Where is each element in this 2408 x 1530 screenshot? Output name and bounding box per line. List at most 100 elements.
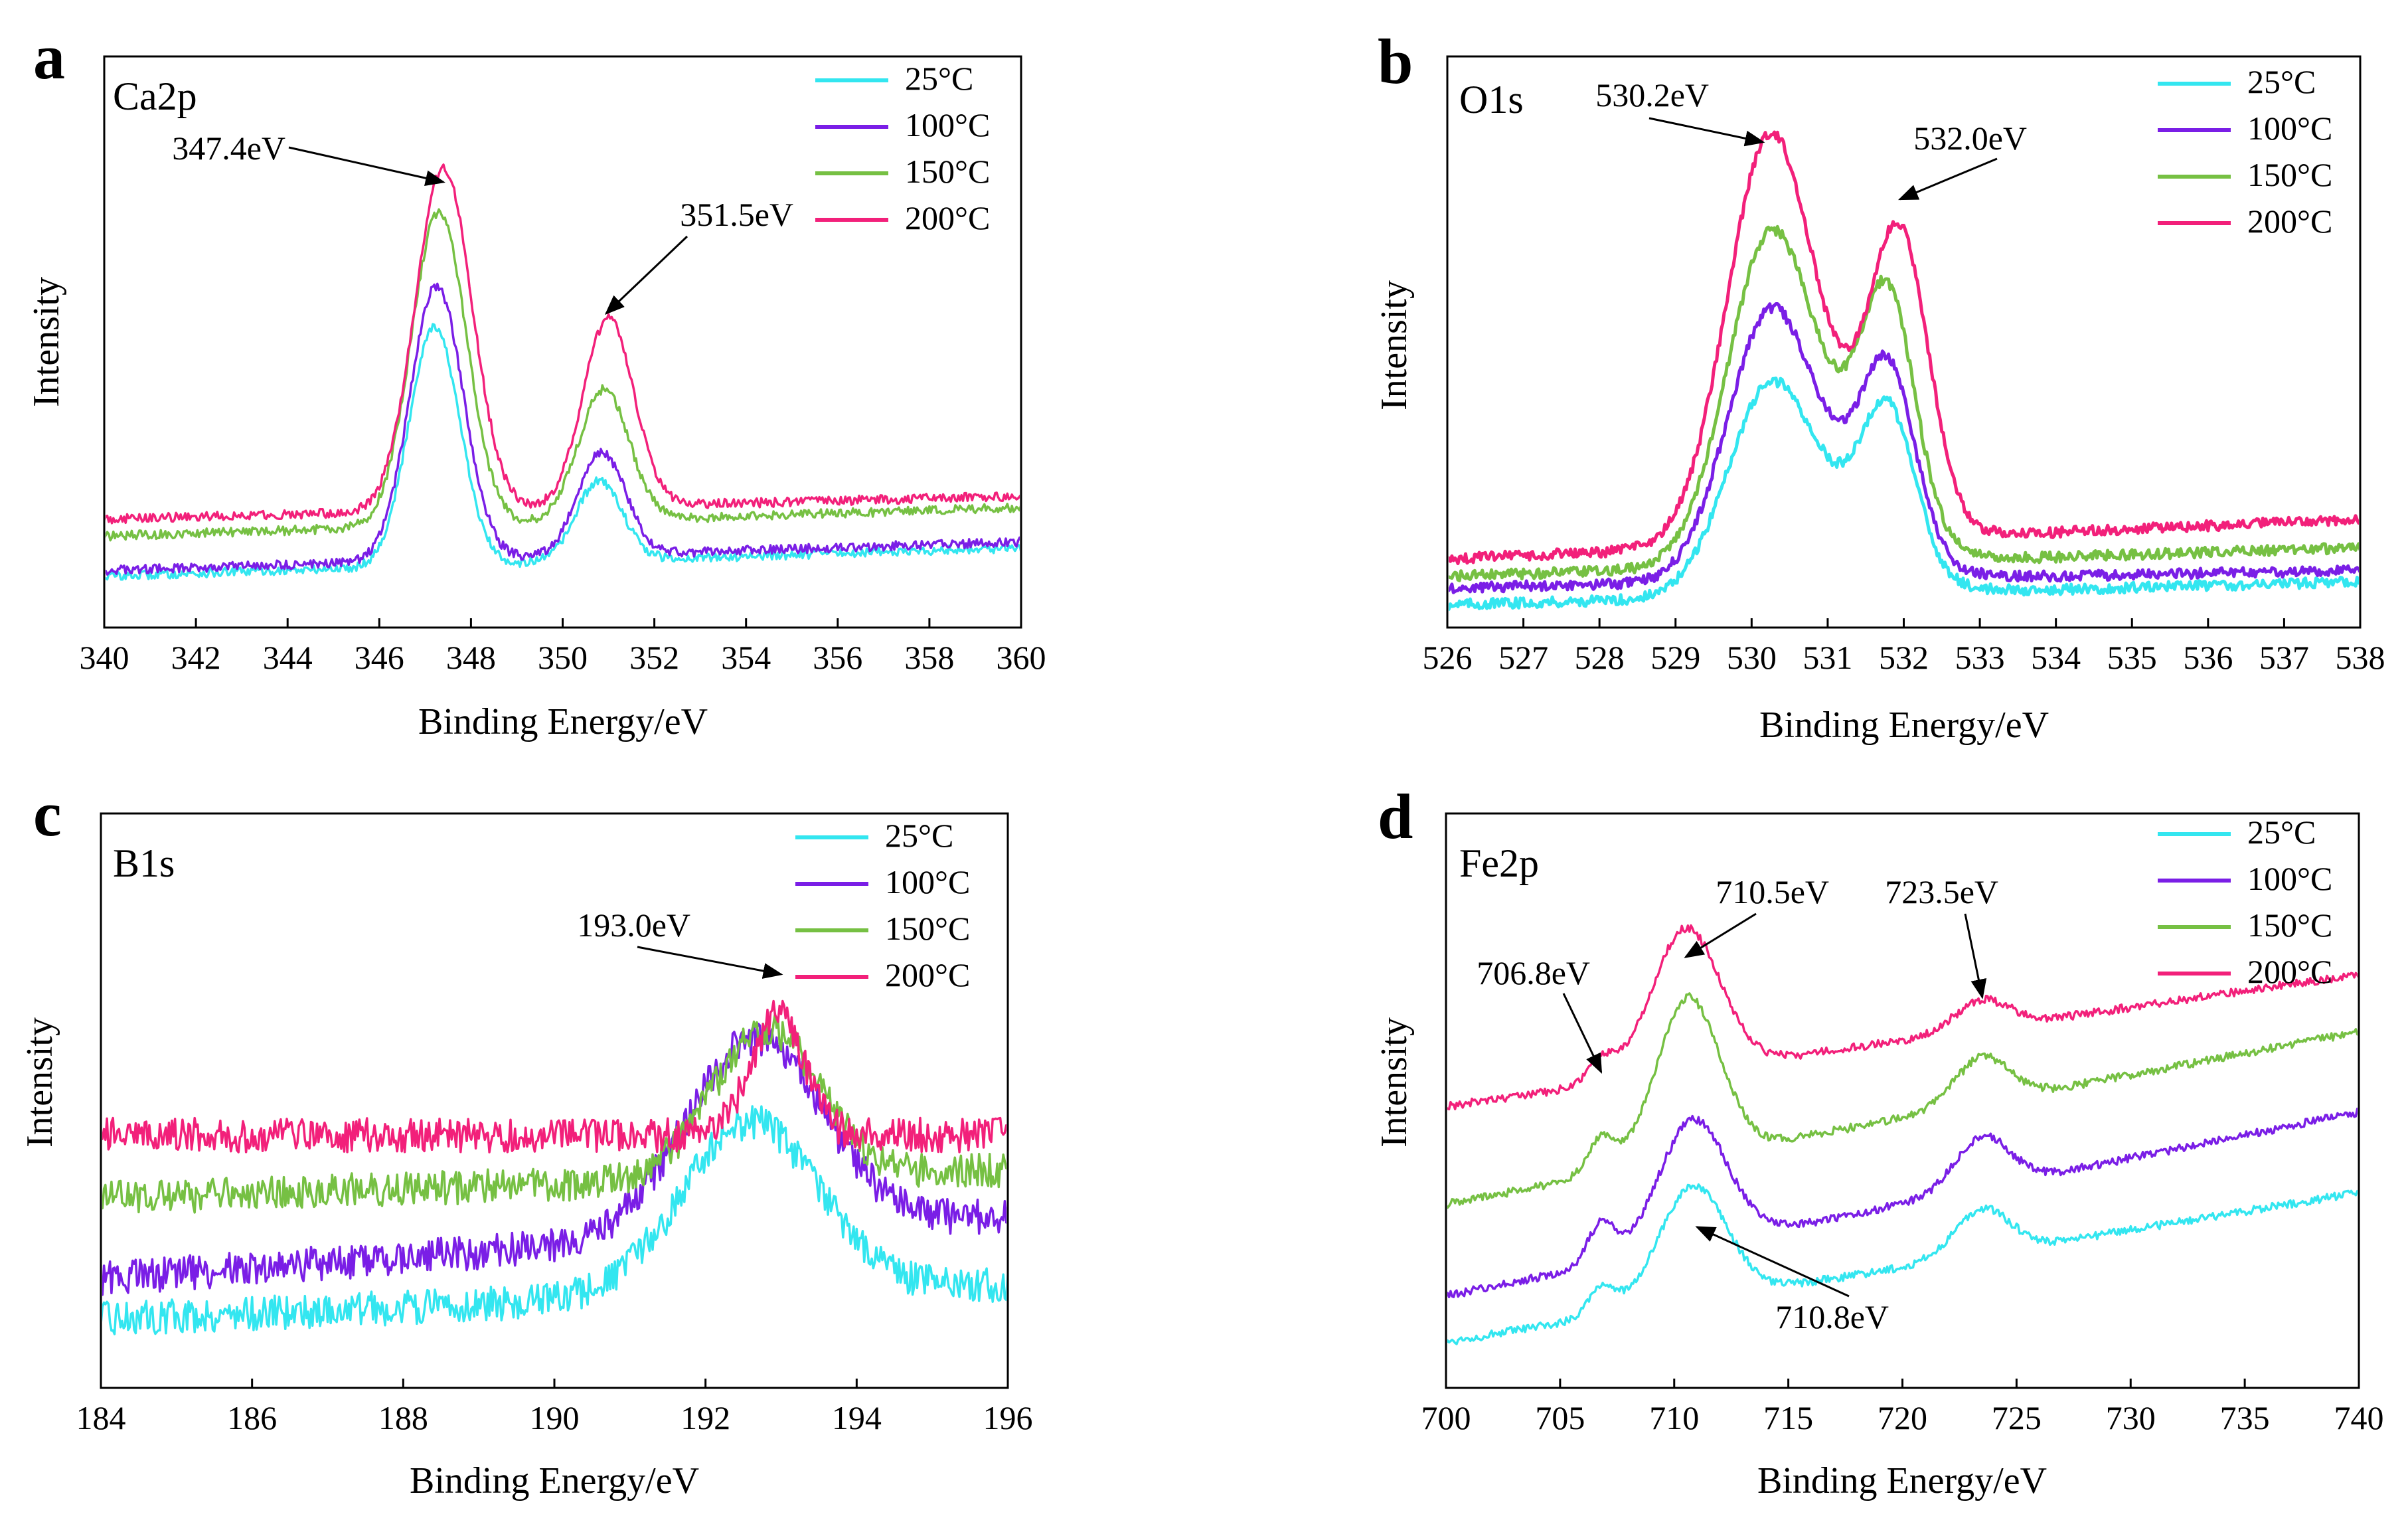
series-line-150C bbox=[1447, 992, 2358, 1209]
series-line-200C bbox=[1449, 130, 2359, 566]
peak-annotation: 706.8eV bbox=[1477, 954, 1590, 991]
x-tick-label: 536 bbox=[2183, 639, 2233, 676]
x-tick-label: 531 bbox=[1803, 639, 1852, 676]
legend-label: 200°C bbox=[2247, 953, 2332, 990]
panel-letter: c bbox=[33, 778, 62, 849]
annotation-arrow bbox=[1648, 117, 1765, 147]
legend-label: 100°C bbox=[905, 106, 990, 143]
peak-annotation: 193.0eV bbox=[577, 906, 690, 944]
legend-label: 100°C bbox=[2247, 860, 2332, 897]
x-tick-label: 725 bbox=[1992, 1399, 2042, 1436]
x-tick-label: 715 bbox=[1763, 1399, 1813, 1436]
panel-title: B1s bbox=[113, 841, 175, 885]
legend-label: 200°C bbox=[905, 199, 990, 236]
x-tick-label: 534 bbox=[2031, 639, 2081, 676]
annotation-arrow bbox=[1695, 1226, 1850, 1298]
legend-label: 100°C bbox=[885, 863, 970, 900]
annotation-arrow bbox=[1964, 913, 1987, 999]
x-tick-label: 700 bbox=[1421, 1399, 1471, 1436]
x-tick-label: 720 bbox=[1878, 1399, 1927, 1436]
panel-letter: d bbox=[1378, 781, 1413, 852]
panel-b: b O1s 526 527 528 529 530 531 532 533 534 535 536 537… bbox=[1374, 26, 2385, 746]
series-line-100C bbox=[102, 1022, 1006, 1296]
series-line-200C bbox=[106, 163, 1020, 525]
panel-letter: b bbox=[1378, 26, 1413, 97]
x-tick-label: 194 bbox=[832, 1399, 882, 1436]
annotation-arrow bbox=[637, 946, 783, 979]
legend-label: 200°C bbox=[2247, 203, 2332, 240]
x-tick-label: 360 bbox=[997, 639, 1046, 676]
panel-c: c B1s 184 186 188 190 192 194 196 Binding Energy/… bbox=[19, 778, 1033, 1501]
legend-label: 25°C bbox=[905, 60, 973, 97]
x-tick-label: 186 bbox=[227, 1399, 277, 1436]
x-tick-label: 735 bbox=[2220, 1399, 2270, 1436]
legend-label: 100°C bbox=[2247, 110, 2332, 147]
x-tick-label: 740 bbox=[2334, 1399, 2384, 1436]
y-axis-label: Intensity bbox=[19, 1017, 60, 1148]
x-tick-label: 348 bbox=[446, 639, 496, 676]
series-line-100C bbox=[106, 282, 1020, 576]
x-tick-label: 710 bbox=[1649, 1399, 1699, 1436]
x-tick-label: 358 bbox=[904, 639, 954, 676]
series-line-150C bbox=[102, 1012, 1006, 1214]
series-line-100C bbox=[1447, 1107, 2358, 1298]
series-line-150C bbox=[1449, 224, 2359, 582]
legend-label: 150°C bbox=[2247, 156, 2332, 193]
series-line-200C bbox=[1447, 924, 2358, 1111]
series-group bbox=[102, 999, 1006, 1335]
annotation-arrow bbox=[1898, 157, 1998, 201]
plot-frame bbox=[1446, 55, 2362, 629]
y-axis-label: Intensity bbox=[1374, 280, 1415, 410]
series-line-25C bbox=[1447, 1183, 2358, 1345]
panel-letter: a bbox=[33, 21, 65, 92]
peak-annotation: 347.4eV bbox=[172, 129, 285, 167]
x-tick-label: 533 bbox=[1955, 639, 2005, 676]
annotation-arrow bbox=[1684, 912, 1757, 958]
x-tick-label: 538 bbox=[2336, 639, 2385, 676]
series-line-200C bbox=[102, 999, 1006, 1153]
x-axis-label: Binding Energy/eV bbox=[1757, 1460, 2047, 1501]
x-tick-label: 196 bbox=[983, 1399, 1033, 1436]
peak-annotation: 723.5eV bbox=[1885, 873, 1998, 910]
x-tick-label: 192 bbox=[681, 1399, 730, 1436]
series-line-100C bbox=[1449, 302, 2359, 594]
series-line-25C bbox=[1449, 377, 2359, 611]
x-tick-label: 188 bbox=[378, 1399, 428, 1436]
panel-a: a Ca2p 340 342 344 346 348 350 352 354 356 358 360 Bi… bbox=[26, 21, 1046, 742]
x-tick-label: 350 bbox=[538, 639, 588, 676]
x-tick-label: 537 bbox=[2259, 639, 2309, 676]
series-group bbox=[106, 163, 1020, 581]
panel-title: O1s bbox=[1459, 78, 1524, 122]
x-tick-label: 528 bbox=[1575, 639, 1625, 676]
x-tick-label: 535 bbox=[2107, 639, 2157, 676]
legend-label: 25°C bbox=[2247, 63, 2316, 100]
x-tick-label: 730 bbox=[2106, 1399, 2156, 1436]
panel-d: d Fe2p 700 705 710 715 720 725 730 735 740 Binding … bbox=[1374, 781, 2384, 1501]
legend-label: 150°C bbox=[2247, 906, 2332, 944]
annotation-arrow bbox=[1562, 993, 1603, 1074]
x-tick-label: 527 bbox=[1498, 639, 1548, 676]
x-tick-label: 529 bbox=[1650, 639, 1700, 676]
annotation-arrow bbox=[604, 235, 688, 315]
legend-label: 25°C bbox=[885, 817, 953, 854]
x-tick-label: 354 bbox=[721, 639, 771, 676]
x-tick-label: 190 bbox=[530, 1399, 580, 1436]
x-tick-label: 356 bbox=[813, 639, 862, 676]
x-tick-label: 344 bbox=[263, 639, 313, 676]
x-tick-label: 340 bbox=[80, 639, 129, 676]
annotation-arrow bbox=[288, 146, 445, 187]
x-axis-label: Binding Energy/eV bbox=[410, 1460, 699, 1501]
x-axis-label: Binding Energy/eV bbox=[1759, 705, 2049, 746]
x-tick-label: 352 bbox=[629, 639, 679, 676]
x-axis-label: Binding Energy/eV bbox=[418, 701, 708, 742]
legend-label: 150°C bbox=[905, 153, 990, 190]
x-tick-label: 532 bbox=[1879, 639, 1929, 676]
x-tick-label: 526 bbox=[1423, 639, 1473, 676]
y-axis-label: Intensity bbox=[1374, 1017, 1415, 1148]
series-line-25C bbox=[106, 323, 1020, 581]
legend-label: 200°C bbox=[885, 956, 970, 993]
peak-annotation: 532.0eV bbox=[1913, 120, 2027, 157]
y-axis-label: Intensity bbox=[26, 277, 67, 407]
peak-annotation: 351.5eV bbox=[680, 196, 793, 233]
